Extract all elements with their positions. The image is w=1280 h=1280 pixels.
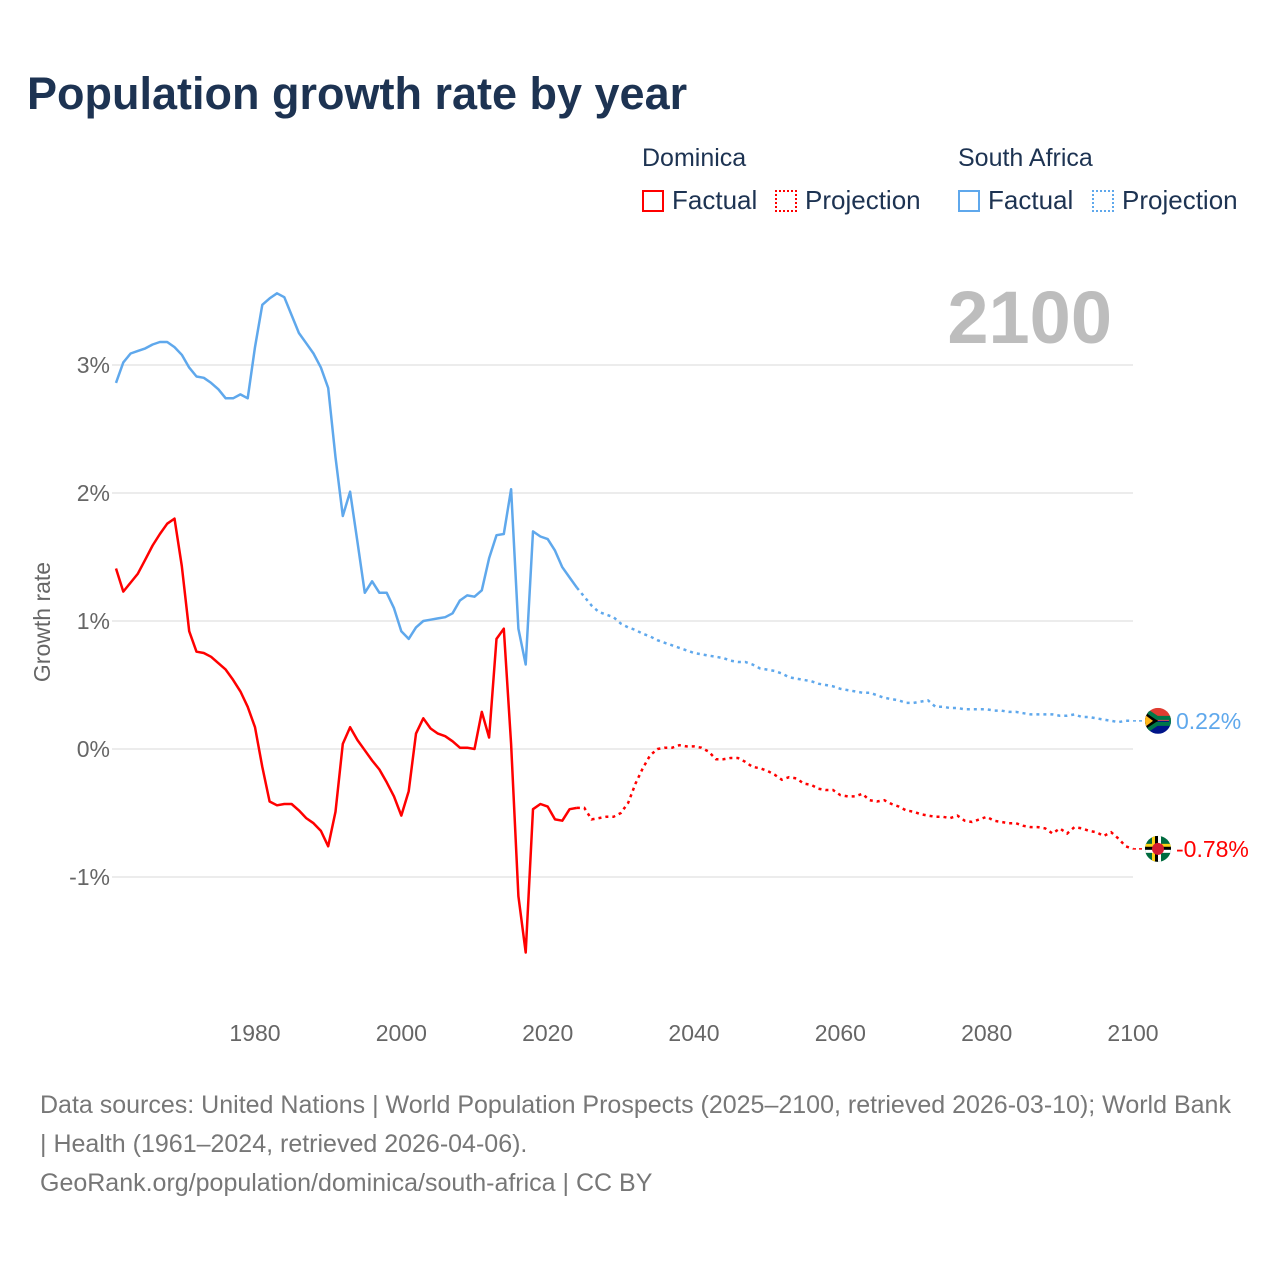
y-tick-label: 0% — [77, 736, 110, 762]
y-tick-label: -1% — [69, 864, 110, 890]
south-africa-end-label: 0.22% — [1176, 708, 1241, 734]
y-tick-label: 1% — [77, 608, 110, 634]
x-tick-label: 2000 — [376, 1020, 427, 1046]
flag-red-disc — [1152, 842, 1164, 855]
legend-swatch-dotted-icon — [1092, 189, 1114, 212]
x-tick-label: 2020 — [522, 1020, 573, 1046]
legend-dominica-factual[interactable]: Factual — [642, 185, 757, 216]
flag-body — [1145, 707, 1171, 734]
footer-sources: Data sources: United Nations | World Pop… — [40, 1091, 1231, 1158]
x-tick-label: 2040 — [668, 1020, 719, 1046]
x-tick-label: 2080 — [961, 1020, 1012, 1046]
legend-swatch-solid-icon — [642, 189, 664, 212]
year-display: 2100 — [947, 276, 1112, 359]
footer-credit[interactable]: GeoRank.org/population/dominica/south-af… — [40, 1169, 653, 1197]
south-africa-projection-line — [575, 586, 1133, 724]
legend-south-africa-factual[interactable]: Factual — [958, 185, 1073, 216]
south-africa-factual-line — [114, 292, 578, 666]
x-tick-label: 2100 — [1107, 1020, 1158, 1046]
legend-group-dominica: Dominica — [642, 144, 747, 172]
dominica-projection-line — [576, 743, 1134, 850]
legend-label: Factual — [988, 185, 1074, 215]
legend-label: Projection — [805, 185, 921, 215]
dominica-factual-line — [114, 517, 578, 954]
legend-dominica-projection[interactable]: Projection — [775, 185, 921, 216]
y-tick-label: 2% — [77, 480, 110, 506]
flag-body — [1145, 835, 1171, 862]
dominica-end-label: -0.78% — [1176, 836, 1249, 862]
legend-swatch-dotted-icon — [775, 189, 797, 212]
legend-label: Factual — [672, 185, 758, 215]
y-tick-label: 3% — [77, 352, 110, 378]
legend-swatch-solid-icon — [958, 189, 980, 212]
legend-south-africa-projection[interactable]: Projection — [1092, 185, 1238, 216]
y-axis-label: Growth rate — [29, 562, 55, 682]
south-africa-flag-icon — [1145, 707, 1171, 734]
legend-label: Projection — [1122, 185, 1238, 215]
flag-green — [1145, 708, 1171, 734]
x-tick-label: 2060 — [815, 1020, 866, 1046]
legend-group-south-africa: South Africa — [958, 144, 1093, 172]
flag-gold — [1145, 714, 1153, 727]
chart-title: Population growth rate by year — [27, 68, 688, 119]
dominica-flag-icon — [1145, 835, 1171, 862]
x-tick-label: 1980 — [229, 1020, 280, 1046]
